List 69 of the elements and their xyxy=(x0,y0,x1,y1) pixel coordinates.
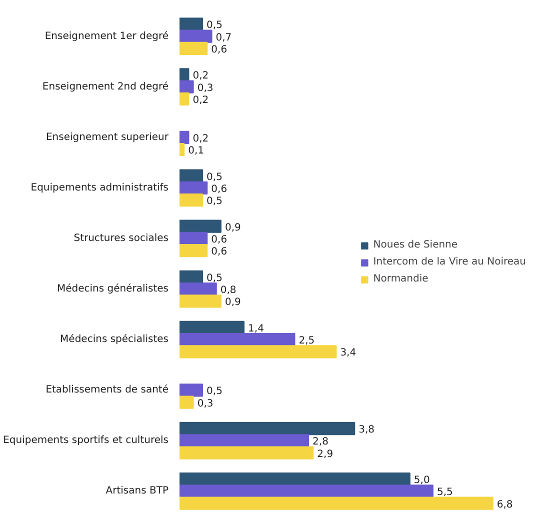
bar xyxy=(180,220,222,233)
bar xyxy=(180,294,222,308)
data-label: 3,4 xyxy=(340,348,356,359)
bar xyxy=(180,384,204,397)
legend-label: Intercom de la Vire au Noireau xyxy=(373,256,526,268)
bar xyxy=(180,396,194,409)
bar xyxy=(180,320,245,334)
bar xyxy=(180,92,190,106)
y-tick-label: Structures sociales xyxy=(74,232,168,244)
data-label: 6,8 xyxy=(496,499,513,510)
bar xyxy=(180,244,208,258)
data-label: 0,9 xyxy=(224,222,241,234)
bar xyxy=(180,181,208,195)
data-label: 0,5 xyxy=(206,20,222,32)
data-label: 0,9 xyxy=(224,297,241,308)
data-label: 0,3 xyxy=(197,398,214,410)
data-label: 2,8 xyxy=(312,436,328,448)
data-label: 5,0 xyxy=(414,475,430,486)
data-label: 0,2 xyxy=(192,94,209,106)
bar xyxy=(180,18,204,31)
y-tick-label: Médecins spécialistes xyxy=(60,334,169,346)
data-label: 0,6 xyxy=(211,184,228,195)
bar xyxy=(180,345,337,358)
data-label: 1,4 xyxy=(248,323,264,334)
data-label: 0,2 xyxy=(192,70,209,82)
bar xyxy=(180,270,204,284)
bar xyxy=(180,496,494,510)
data-label: 0,5 xyxy=(206,386,222,398)
bar xyxy=(180,142,185,156)
data-label: 0,6 xyxy=(211,234,228,246)
bar xyxy=(180,434,310,448)
y-tick-label: Equipements administratifs xyxy=(30,182,168,194)
data-label: 0,1 xyxy=(188,146,204,157)
bar xyxy=(180,232,208,246)
data-label: 5,5 xyxy=(436,487,453,498)
data-label: 0,6 xyxy=(211,44,228,56)
data-label: 0,7 xyxy=(216,32,232,44)
bar xyxy=(180,30,212,43)
y-tick-label: Artisans BTP xyxy=(106,486,169,497)
bar xyxy=(180,282,217,296)
legend-label: Normandie xyxy=(373,274,428,284)
data-label: 0,6 xyxy=(211,246,228,258)
data-label: 0,5 xyxy=(206,172,222,183)
bar xyxy=(180,472,410,486)
bar xyxy=(180,422,356,436)
bar xyxy=(180,446,314,460)
y-tick-label: Médecins généralistes xyxy=(56,284,168,295)
bar xyxy=(180,68,190,82)
bar xyxy=(180,42,208,55)
legend-label: Noues de Sienne xyxy=(373,240,458,250)
bar xyxy=(180,169,204,182)
bar xyxy=(180,333,296,346)
y-tick-label: Enseignement superieur xyxy=(46,132,170,143)
bar xyxy=(180,80,194,94)
data-label: 3,8 xyxy=(358,424,375,436)
bar xyxy=(180,130,190,144)
data-label: 2,5 xyxy=(298,336,315,347)
data-label: 0,5 xyxy=(206,196,222,208)
data-label: 2,9 xyxy=(317,448,334,460)
y-tick-label: Enseignement 2nd degré xyxy=(42,81,169,92)
data-label: 0,5 xyxy=(206,272,222,284)
bar xyxy=(180,194,204,207)
data-label: 0,3 xyxy=(197,82,214,94)
y-tick-label: Equipements sportifs et culturels xyxy=(3,435,169,446)
data-label: 0,8 xyxy=(220,285,236,296)
bar xyxy=(180,484,434,498)
data-label: 0,2 xyxy=(192,133,209,144)
y-tick-label: Enseignement 1er degré xyxy=(44,30,169,42)
y-tick-label: Etablissements de santé xyxy=(46,384,168,396)
